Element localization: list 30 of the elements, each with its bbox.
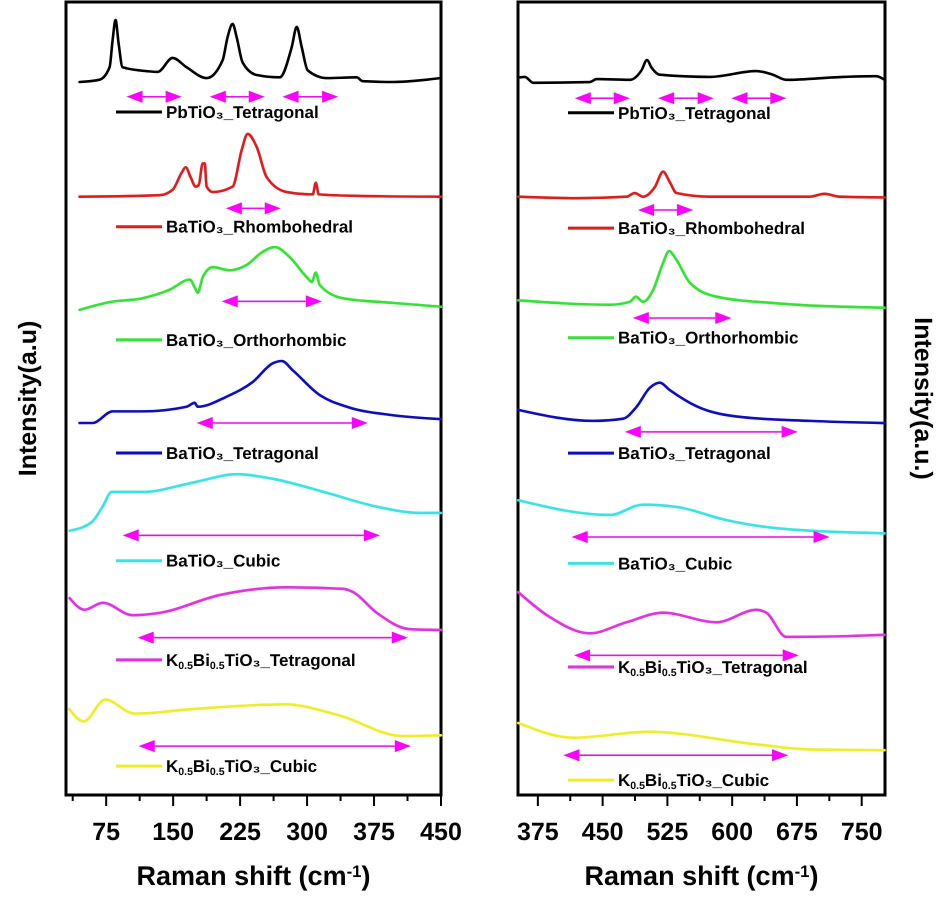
x-tick-label: 375 [353, 818, 395, 846]
x-tick-label: 450 [582, 818, 624, 846]
x-tick-label: 450 [420, 818, 462, 846]
x-axis-title: Raman shift (cm$^{-1}$) [136, 861, 370, 891]
legend-label: PbTiO₃_Tetragonal [166, 103, 319, 122]
legend-label: BaTiO₃_Tetragonal [166, 444, 319, 463]
x-tick-label: 225 [219, 818, 262, 846]
legend-label: BaTiO₃_Orthorhombic [618, 328, 798, 348]
legend-label: K$_{0.5}$Bi$_{0.5}$TiO₃_Tetragonal [618, 658, 808, 680]
x-tick-label: 75 [92, 818, 120, 846]
x-tick-label: 525 [646, 818, 688, 846]
legend-label: BaTiO₃_Cubic [618, 554, 732, 574]
legend-label: PbTiO₃_Tetragonal [618, 104, 771, 123]
x-tick-label: 375 [517, 818, 559, 846]
x-tick-label: 750 [840, 818, 883, 846]
legend-label: BaTiO₃_Orthorhombic [166, 330, 346, 350]
x-tick-label: 300 [286, 818, 328, 846]
legend-label: K$_{0.5}$Bi$_{0.5}$TiO₃_Cubic [618, 771, 770, 792]
x-axis-title: Raman shift (cm$^{-1}$) [584, 861, 818, 891]
y-axis-title: Intensity(a.u) [14, 320, 42, 476]
x-tick-label: 600 [711, 818, 754, 846]
y2-axis-title: Intensity(a.u.) [909, 317, 937, 480]
x-tick-label: 675 [776, 818, 818, 846]
x-tick-label: 150 [152, 818, 194, 846]
legend-label: BaTiO₃_Rhombohedral [618, 219, 806, 238]
legend-label: BaTiO₃_Cubic [166, 552, 280, 571]
legend-label: K$_{0.5}$Bi$_{0.5}$TiO₃_Tetragonal [166, 650, 356, 672]
legend-label: BaTiO₃_Rhombohedral [166, 218, 354, 237]
legend-label: BaTiO₃_Tetragonal [618, 444, 771, 464]
legend-label: K$_{0.5}$Bi$_{0.5}$TiO₃_Cubic [166, 757, 318, 778]
